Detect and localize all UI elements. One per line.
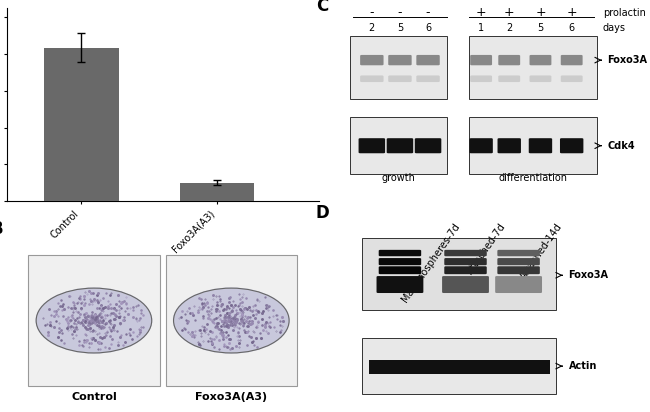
FancyBboxPatch shape: [470, 55, 492, 65]
Text: 5: 5: [538, 23, 543, 33]
FancyBboxPatch shape: [470, 75, 492, 82]
Bar: [369, 360, 550, 374]
Bar: [363, 238, 556, 309]
Text: 6: 6: [569, 23, 575, 33]
FancyBboxPatch shape: [497, 250, 540, 256]
Text: Attached-14d: Attached-14d: [519, 221, 565, 281]
FancyBboxPatch shape: [560, 138, 584, 153]
Text: Foxo3A: Foxo3A: [608, 55, 647, 65]
Text: Foxo3A: Foxo3A: [569, 270, 608, 280]
Bar: [179, 183, 254, 201]
Text: growth: growth: [382, 173, 415, 183]
Text: 1: 1: [478, 23, 484, 33]
Text: 6: 6: [425, 23, 431, 33]
FancyBboxPatch shape: [530, 75, 551, 82]
FancyBboxPatch shape: [497, 266, 540, 274]
FancyBboxPatch shape: [561, 55, 582, 65]
FancyBboxPatch shape: [379, 250, 421, 256]
FancyBboxPatch shape: [442, 276, 489, 293]
FancyBboxPatch shape: [499, 75, 520, 82]
FancyBboxPatch shape: [376, 276, 423, 293]
FancyBboxPatch shape: [499, 55, 520, 65]
FancyBboxPatch shape: [445, 250, 487, 256]
Text: Cdk4: Cdk4: [608, 141, 635, 151]
Circle shape: [174, 288, 289, 353]
FancyBboxPatch shape: [360, 75, 384, 82]
FancyBboxPatch shape: [497, 258, 540, 265]
FancyBboxPatch shape: [360, 55, 384, 65]
Text: +: +: [535, 7, 546, 19]
Text: 5: 5: [396, 23, 403, 33]
FancyBboxPatch shape: [417, 75, 440, 82]
Text: Actin: Actin: [569, 361, 597, 371]
Text: -: -: [426, 7, 430, 19]
FancyBboxPatch shape: [530, 55, 551, 65]
Text: B: B: [0, 220, 3, 238]
FancyBboxPatch shape: [469, 138, 493, 153]
FancyBboxPatch shape: [387, 138, 413, 153]
Text: days: days: [603, 23, 626, 33]
Text: D: D: [316, 204, 330, 222]
FancyBboxPatch shape: [495, 276, 542, 293]
FancyBboxPatch shape: [415, 138, 441, 153]
Text: C: C: [316, 0, 328, 15]
FancyBboxPatch shape: [388, 55, 411, 65]
FancyBboxPatch shape: [445, 266, 487, 274]
FancyBboxPatch shape: [359, 138, 385, 153]
FancyBboxPatch shape: [528, 138, 552, 153]
Text: +: +: [504, 7, 515, 19]
Text: Control: Control: [71, 392, 117, 402]
Text: -: -: [370, 7, 374, 19]
FancyBboxPatch shape: [388, 75, 411, 82]
FancyBboxPatch shape: [417, 55, 440, 65]
Text: 2: 2: [369, 23, 375, 33]
Text: Attached-7d: Attached-7d: [465, 221, 508, 276]
FancyBboxPatch shape: [445, 258, 487, 265]
Text: +: +: [566, 7, 577, 19]
FancyBboxPatch shape: [379, 258, 421, 265]
FancyBboxPatch shape: [561, 75, 582, 82]
Text: -: -: [398, 7, 402, 19]
Bar: [44, 48, 118, 201]
Text: prolactin: prolactin: [603, 8, 646, 18]
Circle shape: [36, 288, 151, 353]
FancyBboxPatch shape: [497, 138, 521, 153]
Text: Foxo3A(A3): Foxo3A(A3): [195, 392, 267, 402]
Text: 2: 2: [506, 23, 512, 33]
FancyBboxPatch shape: [379, 266, 421, 274]
Text: +: +: [476, 7, 486, 19]
Text: Mammospheres-7d: Mammospheres-7d: [400, 221, 462, 304]
Bar: [363, 338, 556, 394]
Text: differentiation: differentiation: [498, 173, 567, 183]
